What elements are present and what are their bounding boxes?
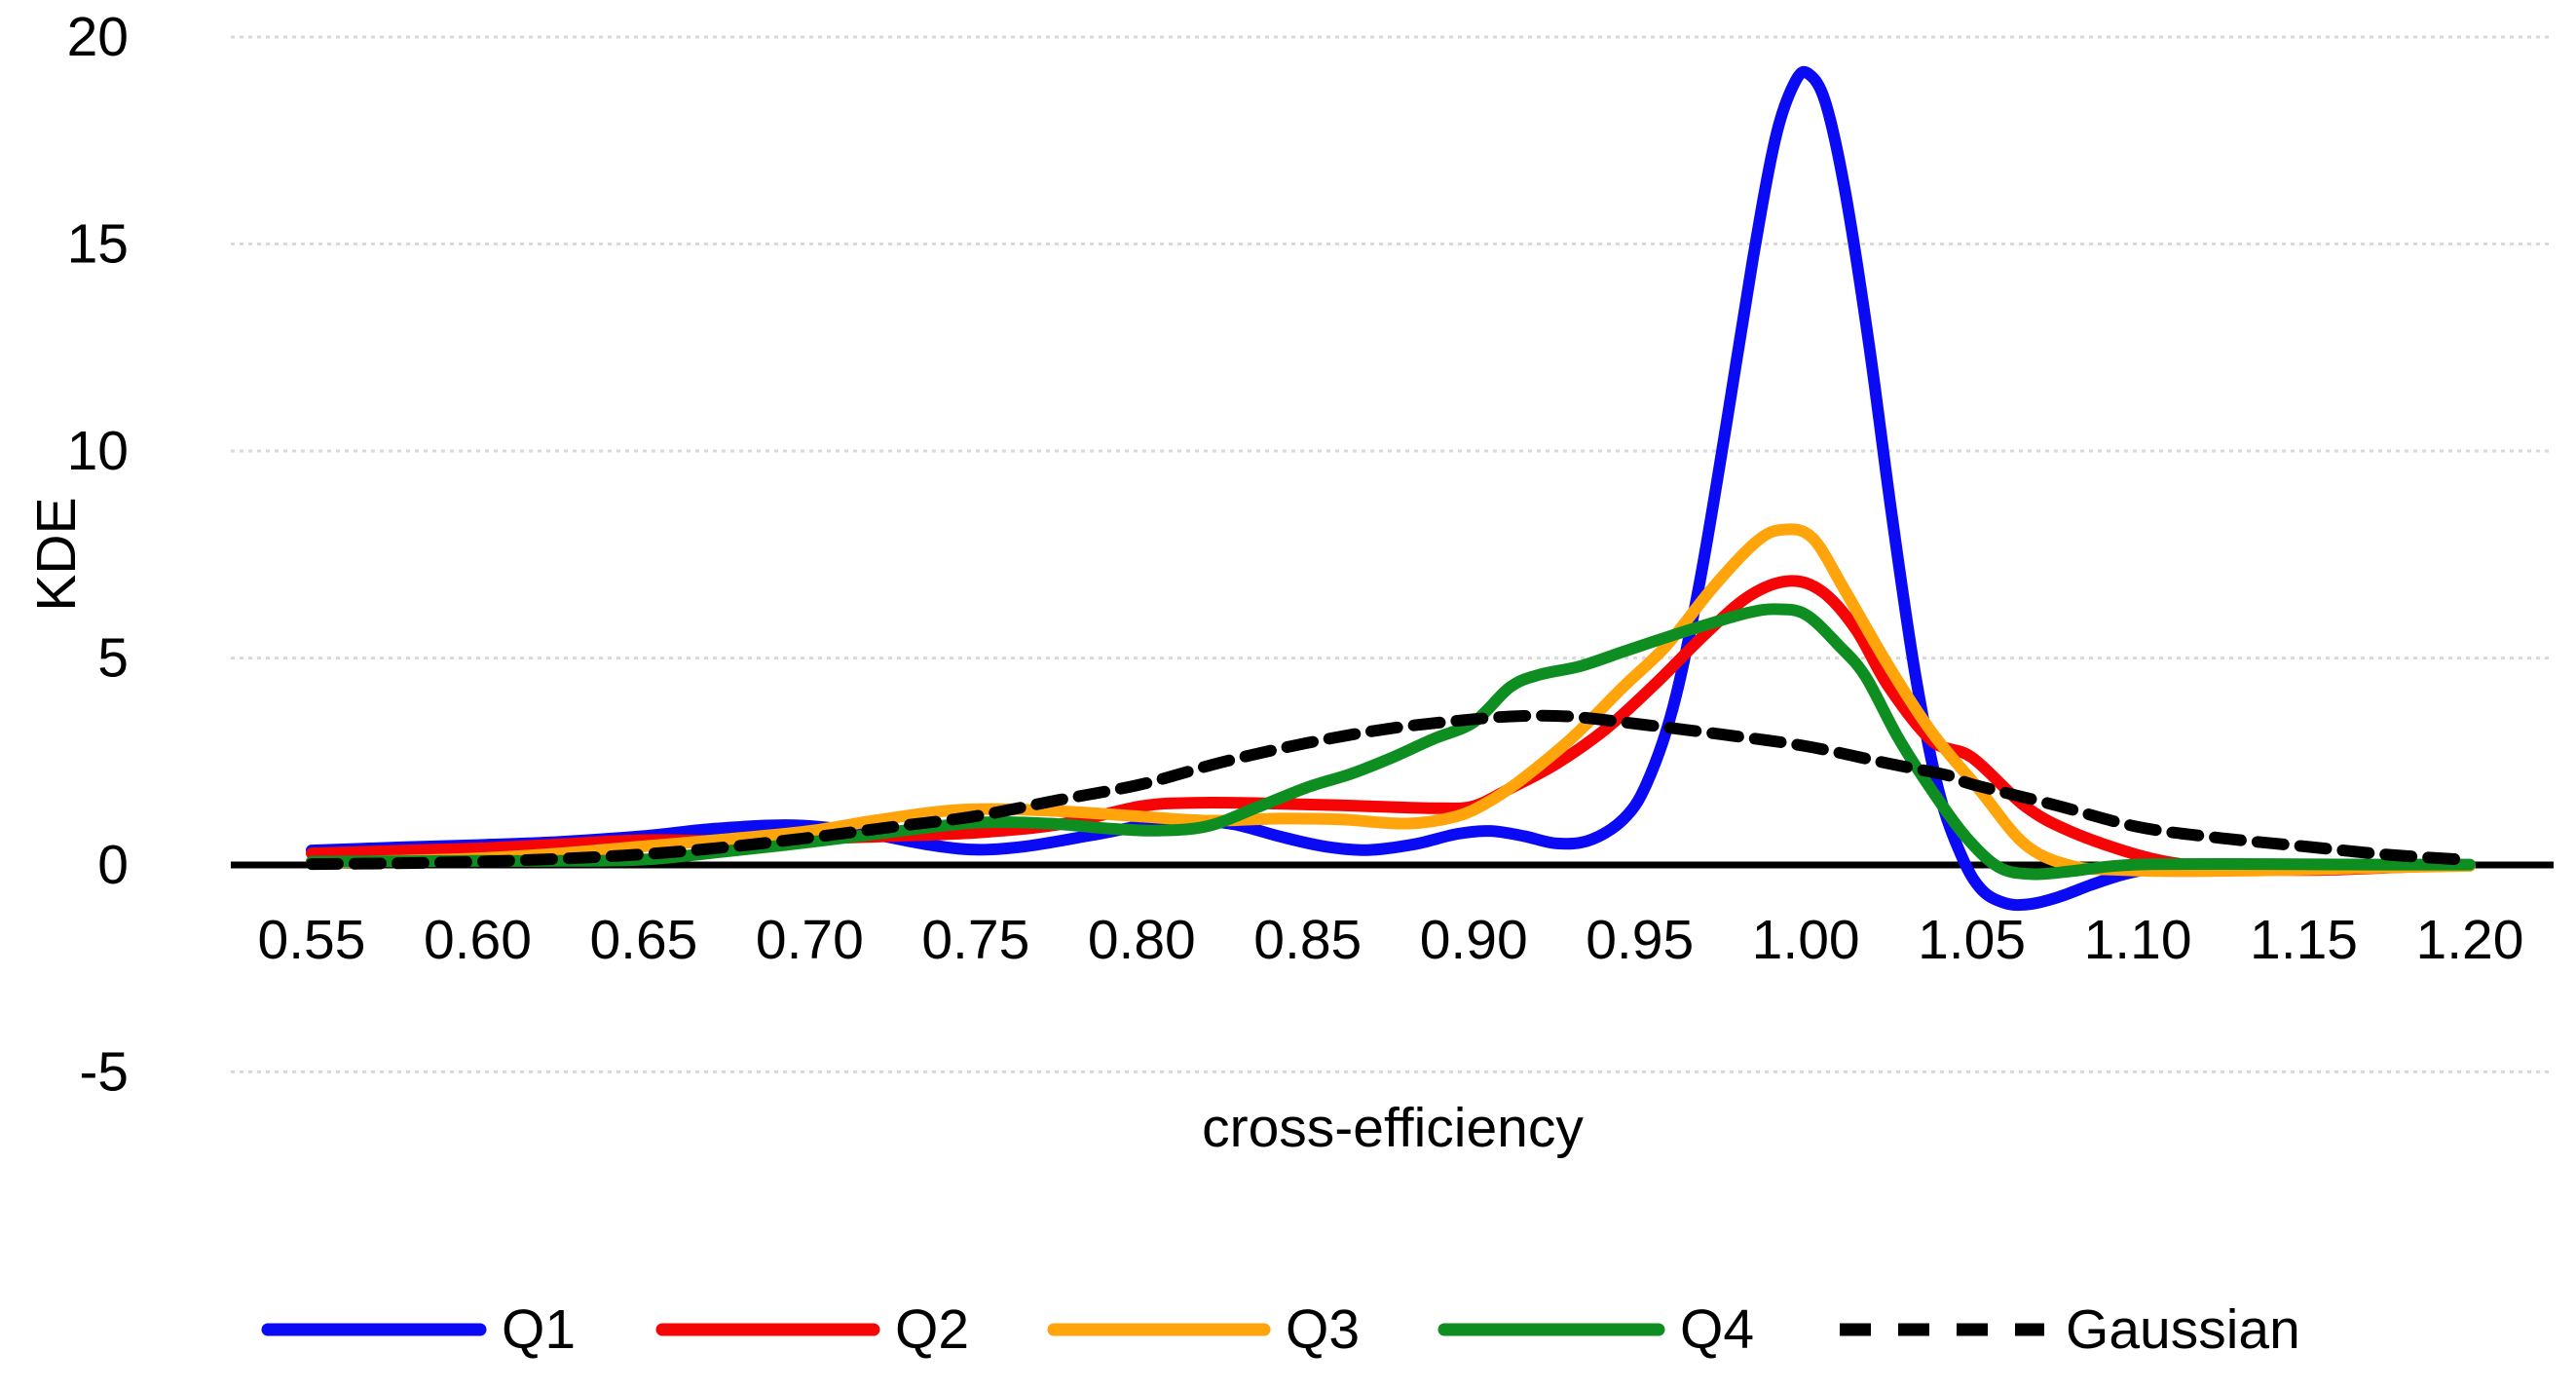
legend-label-Q2: Q2 (895, 1298, 969, 1361)
x-tick-label-0.75: 0.75 (921, 909, 1029, 971)
legend-item-Q3: Q3 (1047, 1298, 1360, 1361)
x-tick-label-1.10: 1.10 (2084, 909, 2192, 971)
series-path-Gaussian (306, 709, 2476, 871)
legend-item-Gaussian: Gaussian (1840, 1298, 2300, 1361)
x-tick-label-1.00: 1.00 (1752, 909, 1860, 971)
x-tick-label-0.70: 0.70 (756, 909, 864, 971)
x-tick-label-0.65: 0.65 (589, 909, 697, 971)
legend-item-Q2: Q2 (655, 1298, 969, 1361)
x-tick-label-1.20: 1.20 (2416, 909, 2524, 971)
series-curves (306, 65, 2476, 912)
tick-labels: 0.55 0.60 0.65 0.70 0.75 0.80 0.85 0.90 0.95 1.00… (67, 6, 2524, 1104)
y-tick-label--5: -5 (79, 1041, 129, 1104)
x-tick-label-0.95: 0.95 (1586, 909, 1694, 971)
x-tick-label-0.80: 0.80 (1088, 909, 1196, 971)
y-tick-label-5: 5 (97, 627, 129, 690)
y-tick-label-15: 15 (67, 213, 129, 276)
x-tick-label-0.90: 0.90 (1420, 909, 1528, 971)
x-axis-title: cross-efficiency (1202, 1097, 1584, 1159)
legend-item-Q1: Q1 (261, 1298, 576, 1361)
legend-label-Q3: Q3 (1286, 1298, 1360, 1361)
series-path-Q3 (306, 523, 2476, 878)
x-tick-label-1.15: 1.15 (2250, 909, 2358, 971)
y-tick-label-10: 10 (67, 420, 129, 482)
y-axis-title: KDE (25, 497, 88, 611)
y-tick-label-20: 20 (67, 6, 129, 68)
y-tick-label-0: 0 (97, 834, 129, 896)
legend: Q1 Q2 Q3 Q4 Gaussian (261, 1298, 2300, 1361)
x-tick-label-0.60: 0.60 (424, 909, 532, 971)
gridlines (231, 35, 2554, 1073)
legend-label-Q4: Q4 (1680, 1298, 1754, 1361)
series-path-Q1 (306, 65, 2476, 912)
legend-item-Q4: Q4 (1437, 1298, 1754, 1361)
legend-label-Gaussian: Gaussian (2066, 1298, 2300, 1361)
legend-label-Q1: Q1 (502, 1298, 576, 1361)
x-tick-label-0.55: 0.55 (258, 909, 366, 971)
x-tick-label-0.85: 0.85 (1253, 909, 1362, 971)
x-tick-label-1.05: 1.05 (1918, 909, 2026, 971)
